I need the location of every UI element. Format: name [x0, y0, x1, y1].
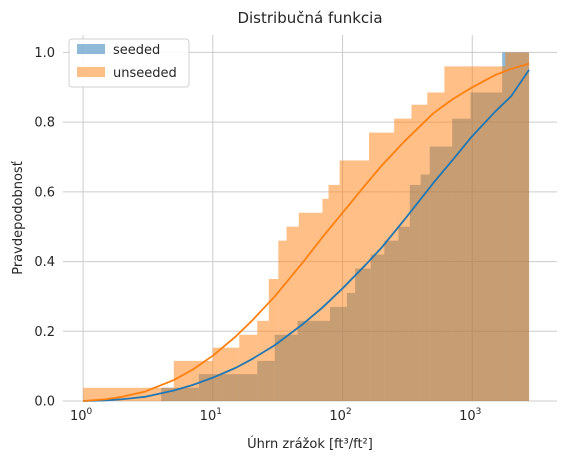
x-tick-label-0: 100: [70, 407, 93, 424]
x-tick-exponent-2: 2: [346, 407, 352, 417]
bar-unseeded-5: [257, 321, 269, 401]
x-tick-exponent-3: 3: [476, 407, 482, 417]
chart-title: Distribučná funkcia: [237, 9, 382, 27]
legend-swatch-seeded: [77, 44, 105, 54]
bar-unseeded-13: [369, 133, 394, 401]
bar-unseeded-18: [505, 52, 529, 401]
x-tick-exponent-1: 1: [216, 407, 222, 417]
y-tick-label-2: 0.4: [34, 255, 55, 270]
bar-unseeded-4: [239, 335, 257, 401]
bar-unseeded-1: [161, 388, 174, 401]
x-tick-labels: 100 101 102 103: [70, 407, 481, 424]
y-tick-label-4: 0.8: [34, 116, 55, 131]
bar-unseeded-3: [213, 348, 239, 401]
y-tick-label-0: 0.0: [34, 395, 55, 410]
bar-unseeded-12: [340, 160, 369, 401]
x-tick-base-0: 10: [70, 409, 87, 424]
y-tick-label-3: 0.6: [34, 185, 55, 200]
legend-label-seeded: seeded: [113, 43, 160, 58]
bar-unseeded-7: [278, 241, 286, 401]
x-tick-base-2: 10: [329, 409, 346, 424]
x-tick-label-2: 102: [329, 407, 351, 424]
y-tick-label-5: 1.0: [34, 46, 55, 61]
x-tick-base-3: 10: [459, 409, 476, 424]
x-tick-base-1: 10: [200, 409, 217, 424]
bar-unseeded-8: [287, 227, 299, 401]
bar-unseeded-10: [322, 199, 328, 401]
x-tick-label-3: 103: [459, 407, 481, 424]
y-tick-label-1: 0.2: [34, 325, 55, 340]
x-axis-label: Úhrn zrážok [ft³/ft²]: [247, 436, 373, 452]
legend-label-unseeded: unseeded: [113, 66, 177, 81]
bar-unseeded-15: [411, 105, 427, 401]
legend: seeded unseeded: [69, 39, 189, 87]
legend-swatch-unseeded: [77, 67, 105, 77]
bar-unseeded-16: [427, 93, 444, 401]
bar-unseeded-14: [394, 119, 411, 401]
x-tick-label-1: 101: [200, 407, 222, 424]
bar-unseeded-2: [174, 361, 213, 401]
x-tick-exponent-0: 0: [87, 407, 93, 417]
y-axis-label: Pravdepodobnosť: [11, 161, 26, 275]
bar-unseeded-17: [444, 66, 505, 401]
y-tick-labels: 0.0 0.2 0.4 0.6 0.8 1.0: [34, 46, 55, 410]
